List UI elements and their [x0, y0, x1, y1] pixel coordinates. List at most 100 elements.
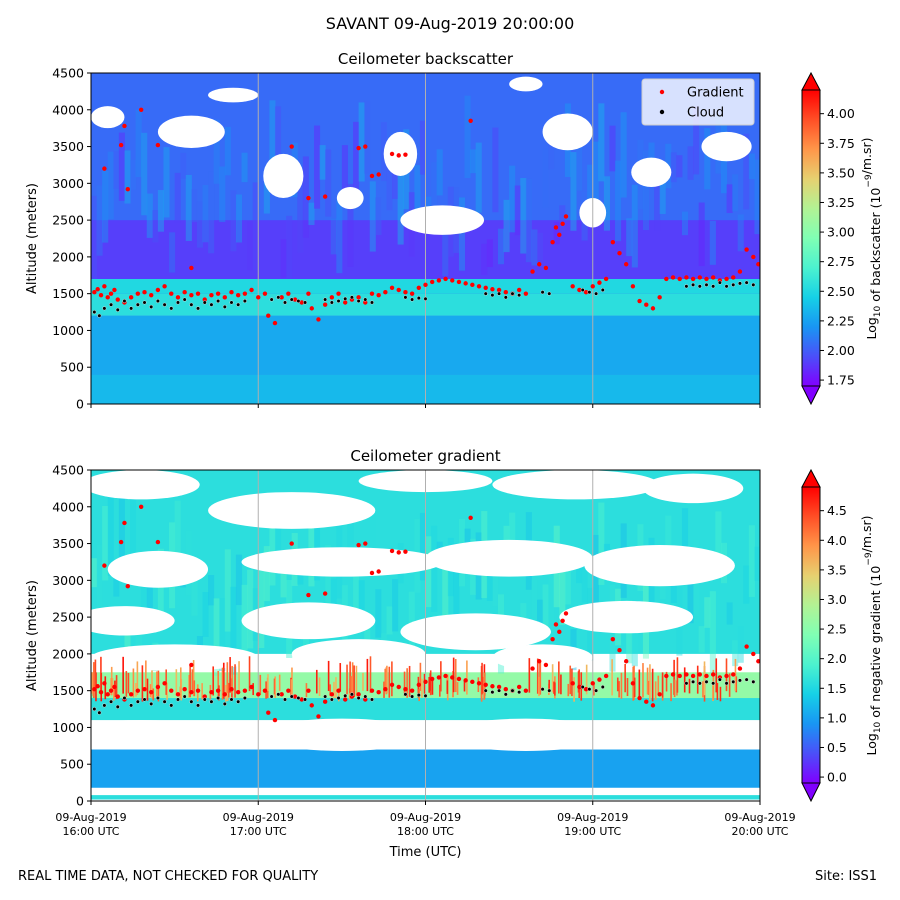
gradient-point [644, 699, 649, 704]
heatmap-texture [737, 626, 744, 663]
cloud-point [109, 302, 114, 307]
heatmap-texture [314, 125, 321, 209]
y-tick-label: 1500 [52, 286, 84, 301]
gradient-spike [179, 667, 182, 693]
cloud-point [97, 313, 102, 318]
heatmap-texture [325, 544, 332, 617]
gradient-spike [146, 678, 149, 701]
gradient-spike [259, 674, 262, 695]
gradient-point [550, 239, 555, 245]
cloud-point [162, 302, 167, 307]
masked-region [91, 644, 259, 671]
gradient-point [690, 673, 696, 679]
gradient-point [530, 269, 535, 274]
gradient-spike [624, 663, 626, 693]
colorbar-min-extend [801, 385, 821, 406]
colorbar-tick-label: 3.5 [827, 562, 847, 577]
gradient-spike [715, 658, 718, 693]
gradient-spike [248, 656, 251, 692]
gradient-point [286, 688, 291, 693]
gradient-spike [94, 659, 97, 692]
heatmap-texture [325, 149, 332, 217]
gradient-point [470, 679, 475, 685]
gradient-spike [226, 662, 229, 693]
masked-region [701, 131, 752, 162]
heatmap-texture [286, 215, 293, 279]
gradient-point [416, 682, 422, 687]
heatmap-texture [392, 579, 399, 632]
gradient-spike [406, 668, 408, 698]
cloud-point [751, 679, 756, 684]
gradient-point [503, 289, 508, 295]
cloud-point [102, 703, 107, 708]
heatmap-texture [347, 183, 354, 267]
heatmap-texture [559, 205, 566, 234]
cloud-point [363, 297, 368, 302]
heatmap-texture [419, 512, 426, 581]
gradient-spike [122, 656, 124, 694]
cloud-point [497, 688, 502, 693]
gradient-point [363, 541, 368, 546]
heatmap-texture [709, 220, 716, 265]
heatmap-texture [196, 201, 203, 248]
gradient-spike [734, 658, 737, 691]
masked-region [291, 639, 426, 669]
heatmap-texture [609, 125, 616, 172]
gradient-point [403, 549, 408, 554]
gradient-spike [403, 671, 406, 696]
heatmap-texture [302, 156, 309, 238]
gradient-point [516, 684, 522, 690]
heatmap-texture [146, 193, 153, 238]
y-tick-label: 3500 [52, 139, 84, 154]
colorbar-gradient [801, 89, 821, 387]
cloud-point [697, 284, 702, 289]
masked-region [442, 718, 610, 751]
cloud-point [236, 302, 241, 307]
gradient-point [235, 689, 241, 695]
gradient-point [306, 688, 311, 693]
x-tick-time: 18:00 UTC [397, 825, 454, 838]
gradient-spike [735, 676, 738, 693]
heatmap-texture [369, 514, 376, 580]
gradient-point [463, 281, 468, 286]
gradient-spike [201, 683, 203, 700]
gradient-point [309, 703, 314, 708]
gradient-point [697, 672, 702, 677]
heatmap-texture [219, 166, 226, 222]
gradient-spike [463, 679, 466, 692]
gradient-point [590, 284, 595, 289]
cloud-point [731, 282, 736, 287]
gradient-spike [702, 681, 704, 698]
gradient-spike [145, 660, 147, 692]
gradient-point [142, 289, 147, 295]
gradient-spike [466, 660, 468, 695]
heatmap-texture [263, 546, 270, 602]
gradient-point [724, 276, 729, 282]
heatmap-texture [319, 561, 326, 614]
colorbar-tick-label: 3.00 [827, 225, 855, 240]
heatmap-texture [431, 525, 438, 612]
gradient-point [369, 688, 375, 693]
gradient-spike [125, 671, 128, 697]
cloud-point [209, 699, 214, 704]
gradient-point [363, 697, 368, 702]
heatmap-texture [252, 182, 259, 271]
gradient-point [102, 284, 107, 289]
gradient-point [450, 675, 455, 680]
cloud-point [684, 284, 689, 289]
gradient-spike [452, 657, 455, 693]
heatmap-texture [598, 103, 605, 182]
gradient-point [389, 548, 395, 554]
y-tick-label: 2500 [52, 610, 84, 625]
heatmap-texture [419, 120, 426, 175]
gradient-point [102, 166, 107, 171]
gradient-point [684, 275, 689, 280]
gradient-point [756, 262, 760, 267]
gradient-point [737, 269, 743, 274]
gradient-point [577, 684, 582, 690]
gradient-spike [196, 684, 199, 702]
gradient-spike [267, 674, 269, 691]
gradient-point [624, 262, 629, 267]
cloud-point [704, 679, 709, 684]
